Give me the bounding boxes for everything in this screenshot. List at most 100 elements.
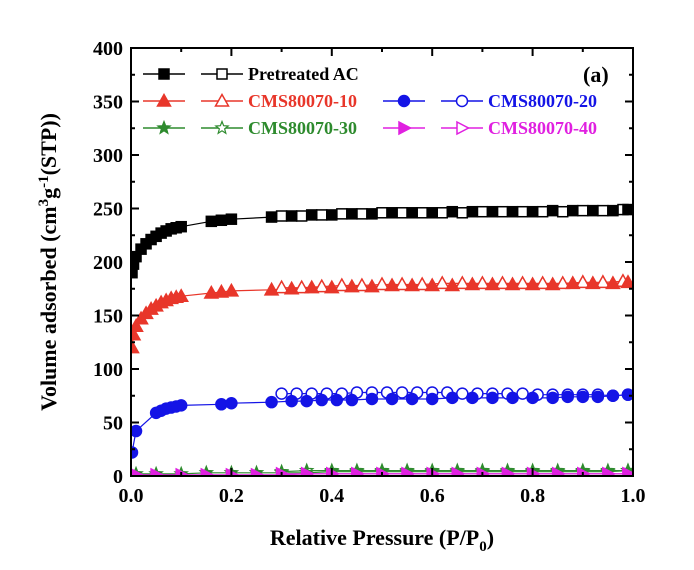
adsorption-point — [283, 280, 300, 295]
adsorption-point — [564, 275, 581, 290]
desorption-point — [554, 275, 571, 290]
adsorption-point — [303, 279, 320, 294]
x-tick-label: 0.4 — [319, 485, 344, 507]
legend-marker-filled — [398, 120, 413, 136]
adsorption-point — [285, 210, 298, 222]
desorption-point — [494, 275, 511, 290]
adsorption-point — [225, 396, 238, 410]
legend-label: CMS80070-30 — [248, 118, 357, 138]
y-tick-label: 100 — [93, 359, 123, 381]
adsorption-point — [606, 389, 620, 402]
adsorption-point — [215, 398, 228, 411]
adsorption-point — [131, 424, 143, 438]
adsorption-point — [326, 209, 338, 221]
adsorption-point — [476, 466, 491, 476]
adsorption-point — [444, 277, 461, 292]
series-1 — [131, 203, 633, 279]
legend-label: CMS80070-20 — [488, 91, 597, 111]
adsorption-point — [526, 205, 539, 218]
desorption-point — [436, 207, 448, 219]
adsorption-point — [424, 277, 440, 292]
adsorption-line — [131, 281, 629, 348]
adsorption-point — [150, 467, 165, 476]
adsorption-point — [285, 394, 298, 408]
adsorption-point — [250, 467, 265, 476]
desorption-point — [356, 208, 368, 220]
desorption-point — [514, 275, 531, 290]
desorption-point — [275, 210, 288, 222]
desorption-point — [273, 279, 290, 294]
adsorption-point — [591, 390, 605, 404]
adsorption-point — [484, 276, 501, 291]
desorption-point — [376, 207, 388, 219]
adsorption-point — [466, 205, 479, 218]
adsorption-point — [401, 466, 416, 476]
legend-label: CMS80070-10 — [248, 91, 357, 111]
adsorption-point — [365, 392, 379, 406]
adsorption-point — [605, 275, 621, 290]
adsorption-point — [526, 391, 539, 405]
adsorption-point — [561, 390, 574, 404]
desorption-point — [313, 278, 330, 293]
y-tick-label: 50 — [103, 413, 123, 435]
desorption-point — [454, 275, 471, 290]
adsorption-point — [587, 204, 599, 217]
desorption-point — [577, 204, 589, 217]
desorption-point — [416, 207, 428, 219]
desorption-point — [394, 276, 410, 291]
panel-label: (a) — [583, 62, 609, 87]
adsorption-point — [446, 205, 459, 218]
x-tick-label: 0.2 — [219, 485, 244, 507]
adsorption-point — [131, 318, 144, 332]
legend-marker-open — [214, 92, 230, 107]
adsorption-point — [524, 276, 541, 291]
adsorption-point — [486, 205, 499, 218]
desorption-point — [456, 207, 469, 219]
x-tick-label: 1.0 — [621, 485, 646, 507]
adsorption-point — [215, 214, 228, 227]
desorption-point — [595, 274, 611, 289]
desorption-point — [275, 387, 288, 400]
desorption-point — [316, 209, 328, 221]
x-axis-title: Relative Pressure (P/P0) — [270, 525, 494, 555]
adsorption-point — [174, 399, 188, 412]
desorption-point — [476, 205, 489, 218]
adsorption-point — [504, 276, 521, 291]
adsorption-point — [577, 466, 591, 476]
desorption-point — [354, 277, 370, 292]
adsorption-point — [622, 466, 633, 476]
adsorption-point — [466, 391, 479, 405]
desorption-point — [414, 276, 430, 291]
y-tick-label: 0 — [113, 466, 123, 488]
adsorption-point — [506, 391, 519, 405]
desorption-point — [396, 207, 408, 219]
adsorption-point — [546, 391, 559, 405]
adsorption-point — [376, 466, 391, 476]
adsorption-point — [324, 279, 340, 294]
adsorption-point — [486, 391, 499, 405]
adsorption-point — [620, 274, 633, 289]
adsorption-point — [425, 392, 439, 406]
y-tick-label: 400 — [93, 38, 123, 60]
x-tick-label: 0.0 — [119, 485, 144, 507]
adsorption-point — [131, 339, 140, 354]
adsorption-point — [384, 277, 400, 292]
adsorption-point — [585, 275, 601, 290]
legend-label: CMS80070-40 — [488, 118, 597, 138]
adsorption-point — [223, 282, 240, 297]
adsorption-point — [265, 395, 278, 409]
y-axis-title: Volume adsorbed (cm3g-1(STP)) — [36, 113, 61, 411]
adsorption-point — [344, 278, 360, 293]
legend: Pretreated AC CMS80070-10 CMS80070-20 CMS80… — [143, 64, 597, 138]
adsorption-point — [351, 466, 366, 476]
adsorption-point — [451, 466, 466, 476]
adsorption-point — [203, 285, 220, 299]
adsorption-point — [173, 288, 189, 302]
adsorption-point — [551, 466, 566, 476]
desorption-point — [295, 210, 308, 222]
desorption-point — [395, 386, 409, 399]
adsorption-point — [405, 392, 419, 406]
adsorption-point — [404, 277, 420, 292]
legend-item-2: CMS80070-10 — [143, 91, 357, 111]
